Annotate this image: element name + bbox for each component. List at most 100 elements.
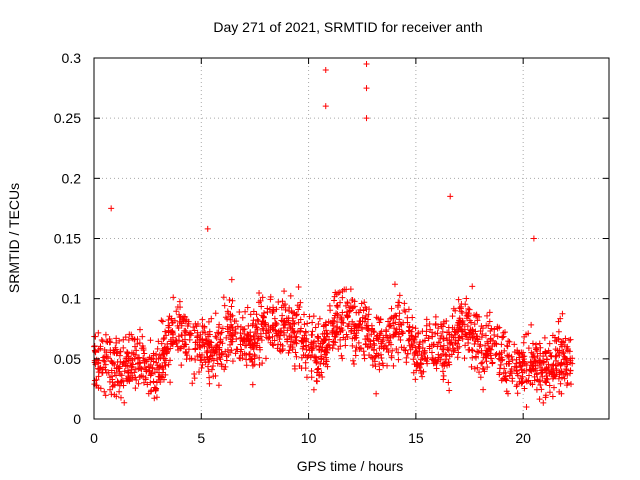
data-point — [185, 318, 192, 325]
data-point — [131, 336, 138, 343]
data-point — [378, 354, 385, 361]
data-point — [423, 332, 430, 339]
data-point — [364, 344, 371, 351]
data-point — [277, 327, 284, 334]
data-point — [254, 335, 261, 342]
data-point — [537, 350, 544, 357]
data-point — [120, 359, 127, 366]
data-point — [563, 367, 570, 374]
data-point — [300, 338, 307, 345]
data-point — [435, 351, 442, 358]
data-point — [519, 379, 526, 386]
data-point — [228, 338, 235, 345]
data-point — [432, 313, 439, 320]
data-point — [224, 328, 231, 335]
data-point — [557, 380, 564, 387]
data-point — [226, 332, 233, 339]
data-point — [185, 346, 192, 353]
data-point — [194, 333, 201, 340]
data-point — [407, 346, 414, 353]
data-point — [206, 380, 213, 387]
data-point — [501, 365, 508, 372]
data-point — [462, 342, 469, 349]
data-point — [403, 359, 410, 366]
data-point — [169, 334, 176, 341]
data-point — [270, 342, 277, 349]
data-point — [205, 368, 212, 375]
data-point — [143, 368, 150, 375]
data-point — [496, 324, 503, 331]
data-point — [251, 351, 258, 358]
data-point — [519, 369, 526, 376]
data-point — [439, 346, 446, 353]
data-points — [91, 61, 576, 410]
data-point — [279, 318, 286, 325]
data-point — [110, 349, 117, 356]
data-point — [439, 328, 446, 335]
data-point — [155, 338, 162, 345]
data-point — [314, 333, 321, 340]
data-point — [120, 344, 127, 351]
data-point — [136, 374, 143, 381]
data-point — [222, 348, 229, 355]
data-point — [144, 381, 151, 388]
data-point — [476, 369, 483, 376]
data-point — [474, 348, 481, 355]
data-point — [141, 350, 148, 357]
data-point — [415, 329, 422, 336]
data-point — [373, 350, 380, 357]
data-point — [435, 339, 442, 346]
data-point — [417, 367, 424, 374]
data-point — [343, 331, 350, 338]
data-point — [458, 326, 465, 333]
data-point — [188, 355, 195, 362]
data-point — [142, 358, 149, 365]
data-point — [259, 325, 266, 332]
data-point — [276, 336, 283, 343]
data-point — [291, 339, 298, 346]
data-point — [216, 354, 223, 361]
data-point — [551, 384, 558, 391]
data-point — [414, 363, 421, 370]
data-point — [219, 325, 226, 332]
data-point — [508, 353, 515, 360]
data-point — [276, 347, 283, 354]
data-point — [546, 340, 553, 347]
data-point — [549, 393, 556, 400]
data-point — [204, 347, 211, 354]
data-point — [383, 328, 390, 335]
data-point — [506, 358, 513, 365]
data-point — [363, 306, 370, 313]
data-point — [413, 347, 420, 354]
data-point — [327, 319, 334, 326]
data-point — [323, 358, 330, 365]
data-point — [245, 322, 252, 329]
data-point — [390, 314, 397, 321]
data-point — [435, 325, 442, 332]
data-point — [432, 357, 439, 364]
data-point — [186, 330, 193, 337]
data-point — [237, 324, 244, 331]
data-point — [468, 346, 475, 353]
data-point — [304, 320, 311, 327]
data-point — [109, 373, 116, 380]
data-point — [535, 378, 542, 385]
data-point — [530, 353, 537, 360]
data-point — [542, 394, 549, 401]
data-point — [553, 371, 560, 378]
data-point — [288, 325, 295, 332]
data-point — [455, 296, 462, 303]
data-point — [296, 362, 303, 369]
data-point — [454, 328, 461, 335]
axis-ticks: 0 5 10 15 20 0 0.05 0.1 0.15 0.2 0.25 0.3 — [54, 50, 609, 446]
data-point — [362, 315, 369, 322]
data-point — [548, 366, 555, 373]
data-point — [267, 339, 274, 346]
data-point — [563, 346, 570, 353]
data-point — [467, 327, 474, 334]
data-point — [469, 283, 476, 290]
data-point — [424, 360, 431, 367]
data-point — [312, 324, 319, 331]
data-point — [316, 315, 323, 322]
